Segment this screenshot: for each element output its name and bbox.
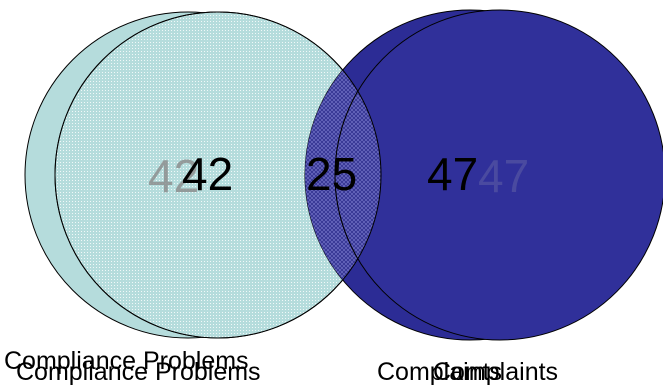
right-count: 47: [427, 148, 478, 200]
left-set-label-shadow: Compliance Problems: [4, 347, 249, 375]
overlap-region-front: [334, 12, 381, 338]
right-set-label-shadow: Complaints: [377, 358, 502, 385]
overlap-count: 25: [306, 148, 357, 200]
left-set-label: Compliance Problems: [16, 358, 261, 385]
right-set-label: Complaints: [433, 358, 558, 385]
left-set-outline: [54, 11, 382, 339]
right-count-shadow: 47: [478, 150, 529, 202]
left-count-shadow: 42: [148, 150, 199, 202]
left-count: 42: [182, 148, 233, 200]
